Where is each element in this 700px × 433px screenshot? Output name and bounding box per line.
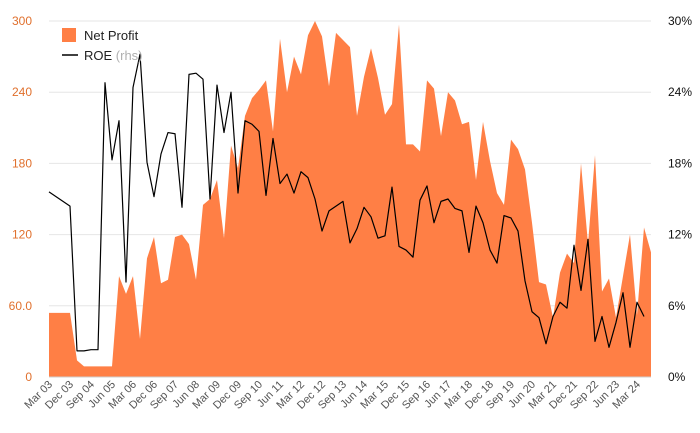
y-right-tick-label: 0% <box>668 370 686 384</box>
y-left-tick-label: 0 <box>25 370 32 384</box>
y-left-tick-label: 180 <box>12 156 32 170</box>
roe-series <box>48 53 645 352</box>
roe-line <box>48 53 645 352</box>
y-left-tick-label: 60.0 <box>9 299 33 313</box>
y-left-tick-label: 240 <box>12 85 32 99</box>
net-profit-series <box>49 21 651 377</box>
legend-swatch-net-profit <box>62 28 76 42</box>
legend-label-roe: ROE (rhs) <box>84 48 143 63</box>
y-right-tick-label: 12% <box>668 228 692 242</box>
legend-roe-suffix: (rhs) <box>116 48 143 63</box>
legend-roe-name: ROE <box>84 48 113 63</box>
y-left-tick-label: 300 <box>12 14 32 28</box>
y-right-tick-label: 18% <box>668 156 692 170</box>
y-left-tick-label: 120 <box>12 228 32 242</box>
legend-label-net-profit: Net Profit <box>84 28 139 43</box>
y-right-tick-label: 6% <box>668 299 686 313</box>
y-right-tick-label: 30% <box>668 14 692 28</box>
net-profit-area <box>49 21 651 377</box>
legend: Net Profit ROE (rhs) <box>62 28 143 63</box>
y-right-tick-label: 24% <box>668 85 692 99</box>
